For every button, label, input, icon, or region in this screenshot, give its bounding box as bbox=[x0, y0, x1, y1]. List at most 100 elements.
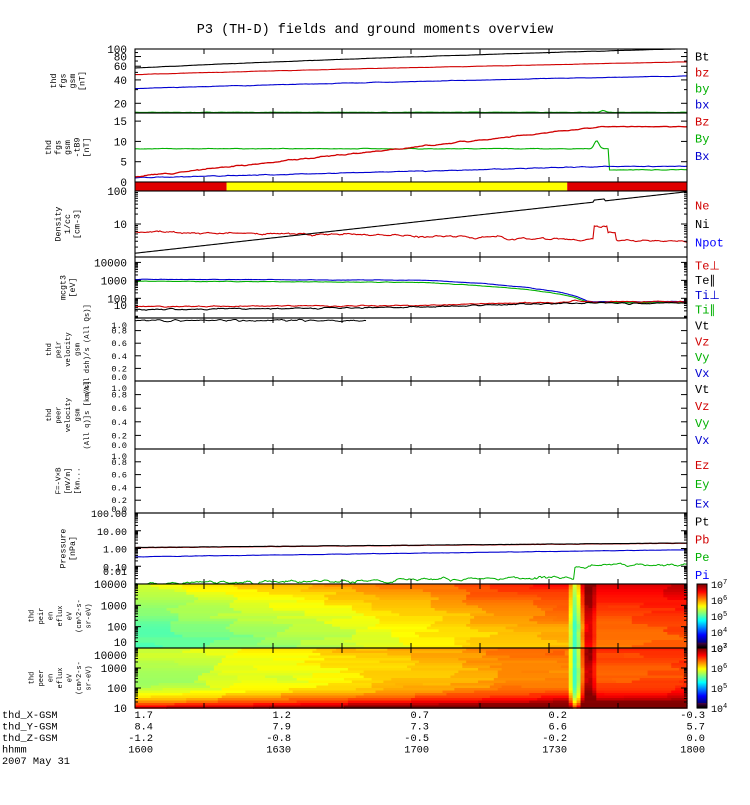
svg-text:[mV/m]: [mV/m] bbox=[65, 467, 73, 494]
svg-text:0.2: 0.2 bbox=[111, 496, 127, 506]
svg-text:1800: 1800 bbox=[680, 745, 705, 757]
svg-text:gsm: gsm bbox=[75, 409, 83, 422]
svg-text:[cm-3]: [cm-3] bbox=[73, 209, 83, 239]
svg-text:-0.2: -0.2 bbox=[542, 733, 567, 745]
svg-text:100: 100 bbox=[107, 45, 127, 57]
svg-text:peir: peir bbox=[38, 608, 46, 625]
svg-text:gsm: gsm bbox=[64, 140, 73, 155]
svg-text:thd: thd bbox=[49, 74, 59, 89]
svg-text:10: 10 bbox=[711, 665, 723, 676]
svg-text:Bt: Bt bbox=[695, 51, 709, 65]
svg-text:thd_Y-GSM: thd_Y-GSM bbox=[2, 722, 58, 734]
svg-text:0.6: 0.6 bbox=[111, 471, 127, 481]
svg-text:velocity: velocity bbox=[65, 332, 73, 367]
svg-text:F=-V×B: F=-V×B bbox=[56, 467, 64, 495]
svg-text:10: 10 bbox=[114, 704, 127, 716]
svg-text:eflux: eflux bbox=[57, 667, 65, 688]
svg-text:-0.5: -0.5 bbox=[404, 733, 429, 745]
svg-text:15: 15 bbox=[114, 117, 127, 129]
svg-text:100: 100 bbox=[107, 187, 127, 199]
svg-text:10: 10 bbox=[711, 613, 723, 624]
svg-text:20: 20 bbox=[114, 99, 127, 111]
svg-text:-1.2: -1.2 bbox=[128, 733, 153, 745]
svg-text:1/cc: 1/cc bbox=[63, 214, 73, 234]
svg-text:eV: eV bbox=[67, 673, 75, 682]
svg-text:-tB9: -tB9 bbox=[74, 138, 83, 158]
svg-text:peer: peer bbox=[56, 406, 64, 423]
svg-text:7: 7 bbox=[723, 579, 727, 587]
svg-text:1000: 1000 bbox=[101, 276, 127, 288]
svg-text:Vx: Vx bbox=[695, 367, 709, 381]
svg-text:Pressure: Pressure bbox=[59, 529, 68, 569]
svg-text:5: 5 bbox=[723, 611, 727, 619]
svg-text:Ti∥: Ti∥ bbox=[695, 303, 715, 317]
svg-text:10: 10 bbox=[114, 220, 127, 232]
svg-text:Vy: Vy bbox=[695, 351, 709, 365]
svg-text:10: 10 bbox=[114, 137, 127, 149]
svg-text:10: 10 bbox=[114, 301, 127, 313]
svg-text:0.2: 0.2 bbox=[111, 364, 127, 374]
svg-text:1.00: 1.00 bbox=[103, 546, 127, 557]
svg-text:0.7: 0.7 bbox=[410, 710, 429, 722]
svg-text:thd: thd bbox=[29, 672, 37, 685]
svg-text:sr-eV): sr-eV) bbox=[86, 603, 94, 628]
svg-text:1700: 1700 bbox=[404, 745, 429, 757]
svg-text:thd: thd bbox=[29, 610, 37, 623]
svg-text:by: by bbox=[695, 83, 709, 97]
svg-text:Ti⊥: Ti⊥ bbox=[695, 289, 720, 303]
svg-text:bz: bz bbox=[695, 67, 709, 81]
svg-text:1600: 1600 bbox=[128, 745, 153, 757]
svg-text:5.7: 5.7 bbox=[686, 722, 705, 734]
svg-text:7.3: 7.3 bbox=[410, 722, 429, 734]
svg-text:sr-eV): sr-eV) bbox=[86, 665, 94, 690]
svg-text:100: 100 bbox=[107, 684, 127, 696]
svg-text:-0.8: -0.8 bbox=[266, 733, 291, 745]
svg-text:Pb: Pb bbox=[695, 533, 709, 547]
svg-text:6: 6 bbox=[723, 595, 727, 603]
svg-text:10: 10 bbox=[711, 685, 723, 696]
svg-text:(cm^2-s-: (cm^2-s- bbox=[75, 661, 84, 695]
svg-text:10: 10 bbox=[711, 705, 723, 716]
svg-text:thd_X-GSM: thd_X-GSM bbox=[2, 710, 58, 722]
svg-text:1730: 1730 bbox=[542, 745, 567, 757]
svg-text:0.6: 0.6 bbox=[111, 404, 127, 414]
svg-text:0.01: 0.01 bbox=[103, 568, 127, 579]
svg-text:mcgt3: mcgt3 bbox=[59, 275, 68, 300]
svg-text:100.00: 100.00 bbox=[91, 510, 127, 521]
svg-text:Vz: Vz bbox=[695, 335, 709, 349]
svg-text:Bx: Bx bbox=[695, 150, 709, 164]
svg-text:0.0: 0.0 bbox=[111, 373, 127, 383]
svg-text:Vz: Vz bbox=[695, 400, 709, 414]
svg-text:gsm: gsm bbox=[69, 74, 78, 89]
svg-text:en: en bbox=[48, 674, 56, 682]
svg-text:P3 (TH-D) fields and ground mo: P3 (TH-D) fields and ground moments over… bbox=[197, 23, 553, 38]
svg-text:Bz: Bz bbox=[695, 115, 709, 129]
svg-text:Density: Density bbox=[54, 207, 64, 242]
svg-text:6.6: 6.6 bbox=[548, 722, 567, 734]
svg-text:5: 5 bbox=[120, 158, 127, 170]
svg-text:gsm: gsm bbox=[75, 343, 83, 356]
svg-text:100: 100 bbox=[107, 623, 127, 635]
svg-text:Ey: Ey bbox=[695, 478, 709, 492]
svg-text:Pi: Pi bbox=[695, 569, 709, 583]
svg-text:0.2: 0.2 bbox=[548, 710, 567, 722]
svg-text:[nT]: [nT] bbox=[82, 138, 92, 158]
svg-text:Vy: Vy bbox=[695, 417, 709, 431]
svg-text:fgs: fgs bbox=[54, 140, 64, 155]
svg-text:0.4: 0.4 bbox=[111, 483, 127, 493]
svg-text:0.2: 0.2 bbox=[111, 431, 127, 441]
svg-text:Ex: Ex bbox=[695, 497, 709, 511]
svg-text:Te∥: Te∥ bbox=[695, 274, 715, 288]
svg-text:1630: 1630 bbox=[266, 745, 291, 757]
svg-text:1.0: 1.0 bbox=[111, 321, 127, 331]
svg-text:10000: 10000 bbox=[94, 580, 127, 592]
svg-text:Vx: Vx bbox=[695, 434, 709, 448]
svg-text:0.6: 0.6 bbox=[111, 339, 127, 349]
svg-text:[nT]: [nT] bbox=[77, 71, 87, 91]
svg-text:10000: 10000 bbox=[94, 258, 127, 270]
svg-text:[km...: [km... bbox=[75, 467, 83, 494]
svg-text:10000: 10000 bbox=[94, 651, 127, 663]
svg-text:thd_Z-GSM: thd_Z-GSM bbox=[2, 733, 58, 745]
svg-text:eV: eV bbox=[67, 611, 75, 620]
svg-text:10: 10 bbox=[114, 638, 127, 650]
